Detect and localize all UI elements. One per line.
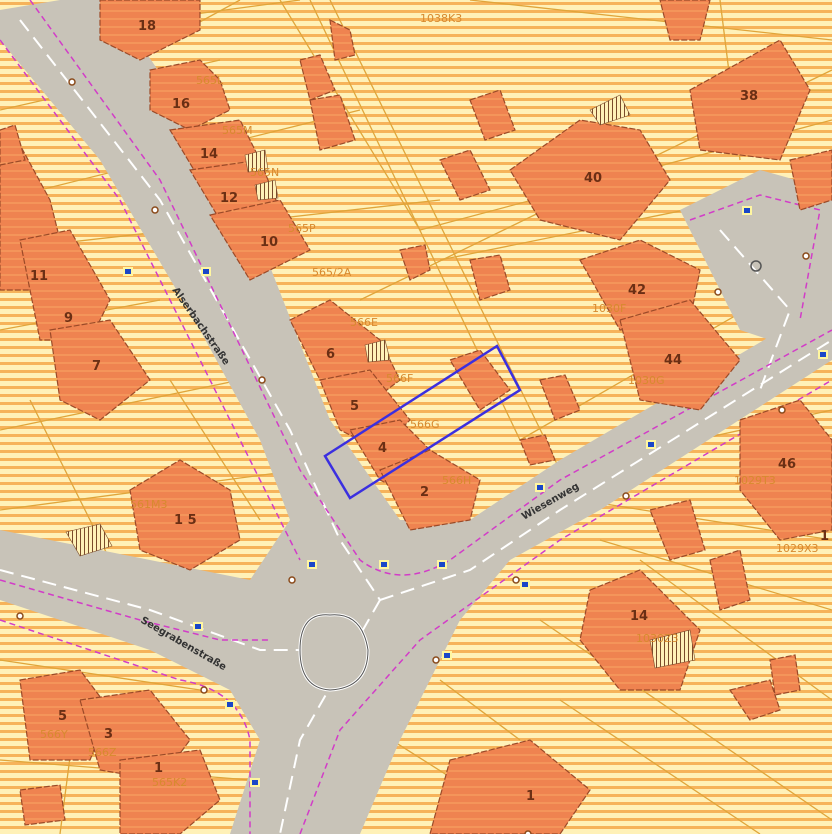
house-number: 16 [172, 97, 190, 112]
outbuilding-m [299, 54, 336, 101]
house-number: 7 [92, 359, 101, 374]
address-marker-icon [250, 778, 260, 787]
outbuilding-p [659, 0, 711, 41]
parcel-label: 566E [350, 316, 378, 329]
selected-parcel-outline[interactable] [323, 344, 522, 500]
outbuilding-i [649, 499, 706, 561]
parcel-label: 565M [222, 124, 253, 137]
parcel-label: 1029X3 [776, 542, 819, 555]
house-number: 46 [778, 457, 796, 472]
outbuilding-n [309, 94, 356, 151]
house-number-labels: 18 16 14 12 10 11 9 7 6 5 4 2 1 5 40 38 … [30, 19, 829, 804]
house-number: 42 [628, 283, 646, 298]
parcel-label: 1030Z3 [636, 632, 679, 645]
outbuilding-b [329, 18, 356, 61]
address-marker-icon [193, 622, 203, 631]
parcel-number-labels: 1038K3 565L 565M 565N 565P 565/2A 566E 5… [40, 12, 819, 789]
parcel-label: 1030F [592, 302, 626, 315]
building-38 [689, 39, 811, 161]
outbuilding-j [729, 679, 781, 721]
house-number: 18 [138, 19, 156, 34]
survey-points [16, 78, 810, 834]
parcel-label: 1038K3 [420, 12, 462, 25]
building-10 [209, 199, 311, 281]
address-marker-icon [742, 206, 752, 215]
house-number: 14 [200, 147, 218, 162]
outbuilding-c [399, 244, 431, 281]
outbuilding-e [439, 149, 491, 201]
parcel-label: 565K2 [152, 776, 187, 789]
house-number: 44 [664, 353, 682, 368]
house-number: 10 [260, 235, 278, 250]
house-number: 1 [154, 761, 163, 776]
parcel-label: 565L [196, 74, 224, 87]
outbuilding-h [519, 434, 556, 466]
address-marker-icon [442, 651, 452, 660]
building-16 [149, 59, 231, 131]
building-18 [99, 0, 201, 61]
house-number: 6 [326, 347, 335, 362]
building-1-5 [129, 459, 241, 571]
parcel-label: 566G [410, 418, 440, 431]
house-number: 1 [526, 789, 535, 804]
parcel-label: 566H [442, 474, 471, 487]
parcel-label: 565N [250, 166, 279, 179]
address-marker-icon [379, 560, 389, 569]
house-number: 11 [30, 269, 48, 284]
address-marker-icon [307, 560, 317, 569]
house-number: 12 [220, 191, 238, 206]
outbuilding-k [769, 654, 801, 696]
parcel-label: 1030G [628, 374, 665, 387]
building-9 [19, 229, 111, 341]
house-number: 5 [58, 709, 67, 724]
address-marker-icon [225, 700, 235, 709]
outbuilding-l [19, 784, 66, 826]
address-marker-icon [520, 580, 530, 589]
parcel-label: 565/2A [312, 266, 352, 279]
building-46 [739, 399, 832, 541]
parcel-label: 1029T3 [734, 474, 776, 487]
building-7 [49, 319, 151, 421]
house-number: 1 [820, 529, 829, 544]
house-number: 3 [104, 727, 113, 742]
outbuilding-f [469, 254, 511, 301]
building-40 [509, 119, 671, 241]
parcel-label: 566Z [88, 746, 117, 759]
parcel-label: 566F [386, 372, 413, 385]
building-1-southeast [429, 739, 591, 834]
address-marker-icon [818, 350, 828, 359]
house-number: 40 [584, 171, 602, 186]
stair-symbols [65, 94, 696, 669]
outbuilding-o [0, 124, 26, 166]
house-number: 38 [740, 89, 758, 104]
address-marker-icon [123, 267, 133, 276]
address-marker-icon [646, 440, 656, 449]
parcel-label: 565P [288, 222, 316, 235]
outbuilding-q [789, 149, 832, 211]
parcel-label: 566Y [40, 728, 68, 741]
house-number: 4 [378, 441, 387, 456]
address-marker-icon [535, 483, 545, 492]
outbuilding-d [469, 89, 516, 141]
address-marker-icon [201, 267, 211, 276]
outbuilding-g [539, 374, 581, 421]
outbuilding-r [709, 549, 751, 611]
address-marker-icon [437, 560, 447, 569]
parcel-label: 561M3 [130, 498, 168, 511]
address-markers [123, 206, 828, 787]
house-number: 2 [420, 485, 429, 500]
house-number: 14 [630, 609, 648, 624]
roundabout-island-icon [298, 613, 370, 692]
house-number: 5 [350, 399, 359, 414]
building-1-south [119, 749, 221, 834]
building-44 [619, 299, 741, 411]
house-number: 9 [64, 311, 73, 326]
house-number: 1 5 [174, 513, 197, 528]
